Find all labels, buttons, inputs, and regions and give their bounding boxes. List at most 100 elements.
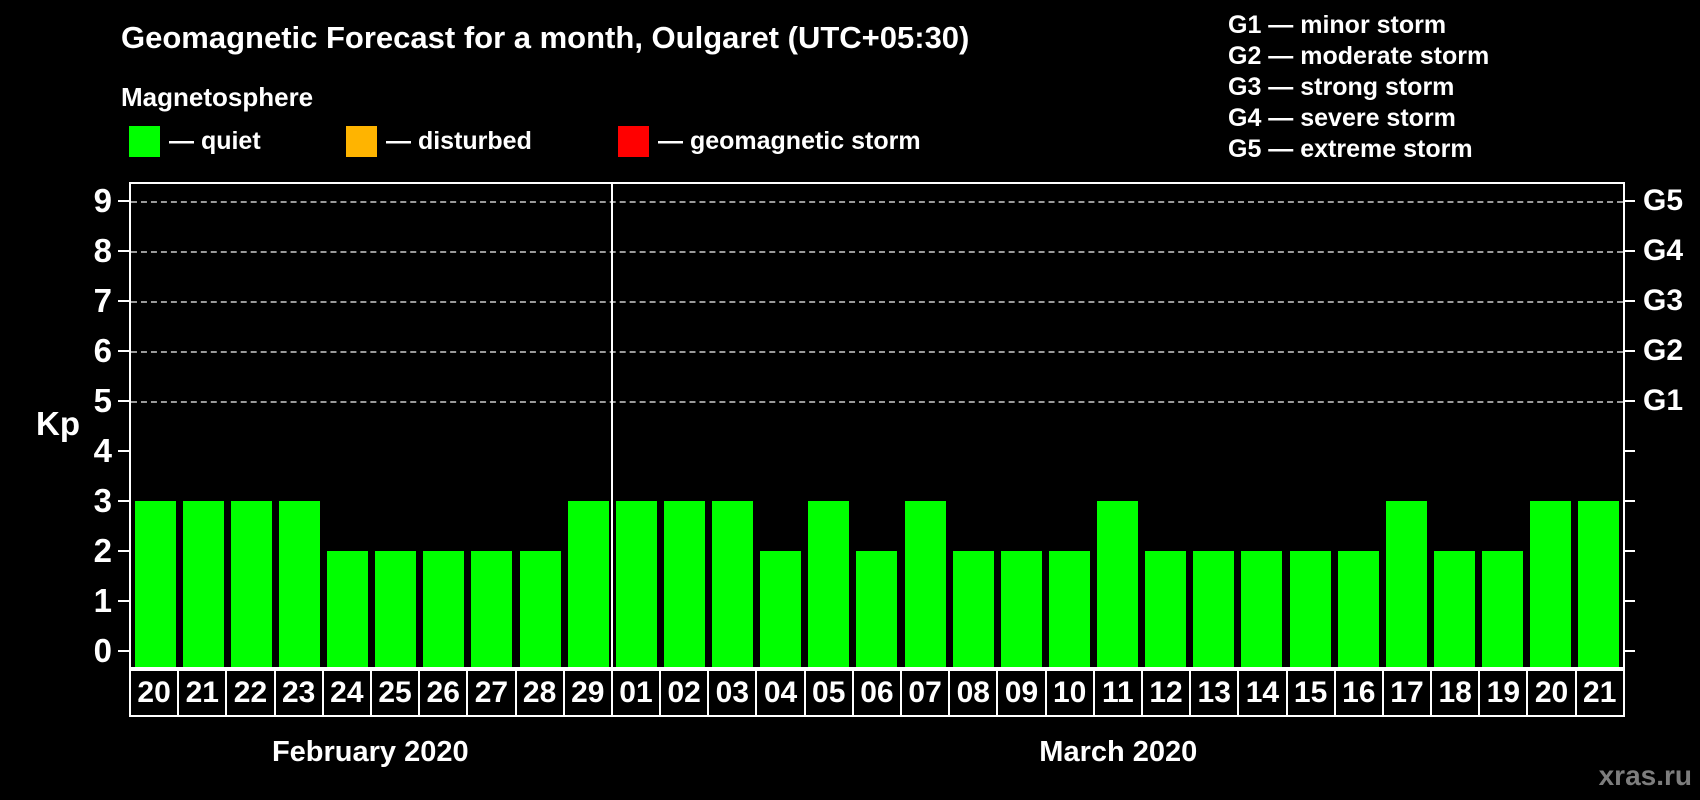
watermark: xras.ru bbox=[1598, 760, 1692, 791]
left-tick bbox=[118, 200, 129, 202]
right-axis-label-g4: G4 bbox=[1643, 234, 1684, 267]
bar-slot bbox=[1190, 184, 1238, 667]
bar-slot bbox=[853, 184, 901, 667]
bar-slot bbox=[227, 184, 275, 667]
right-tick bbox=[1624, 650, 1635, 652]
right-axis-label-g5: G5 bbox=[1643, 184, 1684, 217]
left-tick bbox=[118, 650, 129, 652]
day-cell: 22 bbox=[225, 669, 276, 717]
legend-item-quiet: — quiet bbox=[129, 124, 261, 158]
y-tick-label: 4 bbox=[93, 432, 112, 469]
left-tick bbox=[118, 350, 129, 352]
bar-slot bbox=[1045, 184, 1093, 667]
day-cell: 21 bbox=[177, 669, 228, 717]
bar-slot bbox=[516, 184, 564, 667]
kp-bar-march-11 bbox=[1097, 501, 1139, 667]
right-tick bbox=[1624, 600, 1635, 602]
left-tick bbox=[118, 250, 129, 252]
day-cell: 06 bbox=[851, 669, 902, 717]
y-tick-label: 7 bbox=[93, 282, 112, 319]
right-tick bbox=[1624, 350, 1635, 352]
kp-bar-february-28 bbox=[519, 551, 561, 667]
bar-slot bbox=[1334, 184, 1382, 667]
kp-bar-march-01 bbox=[615, 501, 657, 667]
bar-slot bbox=[372, 184, 420, 667]
bar-slot bbox=[757, 184, 805, 667]
right-axis-label-g3: G3 bbox=[1643, 284, 1684, 317]
day-cell: 01 bbox=[610, 669, 662, 717]
left-tick bbox=[118, 450, 129, 452]
geomagnetic-storm-swatch-icon bbox=[618, 125, 649, 157]
month-label: February 2020 bbox=[271, 736, 469, 768]
bar-slot bbox=[805, 184, 853, 667]
right-tick bbox=[1624, 250, 1635, 252]
bar-slot bbox=[901, 184, 949, 667]
kp-bar-february-21 bbox=[182, 501, 224, 667]
bar-slot bbox=[131, 184, 179, 667]
legend-item-label: — disturbed bbox=[386, 126, 532, 155]
kp-bar-march-20 bbox=[1530, 501, 1572, 667]
legend-item-label: — quiet bbox=[169, 126, 261, 155]
day-cell: 11 bbox=[1092, 669, 1143, 717]
kp-bar-march-04 bbox=[760, 551, 802, 667]
storm-scale-line: G3 — strong storm bbox=[1228, 73, 1455, 101]
y-tick-label: 2 bbox=[93, 532, 112, 569]
storm-scale-line: G1 — minor storm bbox=[1228, 11, 1447, 39]
left-tick bbox=[118, 550, 129, 552]
bar-slot bbox=[564, 184, 612, 667]
kp-bar-february-23 bbox=[278, 501, 320, 667]
bar-slot bbox=[1479, 184, 1527, 667]
bar-slot bbox=[1430, 184, 1478, 667]
day-cell: 08 bbox=[948, 669, 999, 717]
right-axis-label-g2: G2 bbox=[1643, 334, 1684, 367]
right-axis-label-g1: G1 bbox=[1643, 384, 1684, 417]
chart-title: Geomagnetic Forecast for a month, Oulgar… bbox=[121, 20, 970, 55]
kp-bar-march-06 bbox=[856, 551, 898, 667]
kp-bar-march-08 bbox=[952, 551, 994, 667]
legend-item-label: — geomagnetic storm bbox=[658, 126, 921, 155]
kp-bar-march-09 bbox=[1000, 551, 1042, 667]
legend-item-geomagnetic-storm: — geomagnetic storm bbox=[618, 124, 921, 158]
bar-slot bbox=[1238, 184, 1286, 667]
kp-bar-march-18 bbox=[1433, 551, 1475, 667]
day-cell: 20 bbox=[129, 669, 180, 717]
day-cell: 17 bbox=[1381, 669, 1433, 717]
kp-bar-march-14 bbox=[1241, 551, 1283, 667]
day-cell: 12 bbox=[1140, 669, 1192, 717]
left-tick bbox=[118, 600, 129, 602]
bar-slot bbox=[468, 184, 516, 667]
kp-bar-march-17 bbox=[1385, 501, 1427, 667]
kp-bar-march-07 bbox=[904, 501, 946, 667]
kp-bar-march-21 bbox=[1578, 501, 1620, 667]
kp-bar-march-10 bbox=[1048, 551, 1090, 667]
right-tick bbox=[1624, 500, 1635, 502]
bar-slot bbox=[949, 184, 997, 667]
day-cell: 24 bbox=[321, 669, 372, 717]
storm-scale-line: G5 — extreme storm bbox=[1228, 135, 1473, 163]
day-cell: 18 bbox=[1430, 669, 1481, 717]
kp-bar-march-19 bbox=[1482, 551, 1524, 667]
bar-slot bbox=[660, 184, 708, 667]
day-cell: 13 bbox=[1189, 669, 1240, 717]
day-cell: 29 bbox=[562, 669, 613, 717]
storm-scale-line: G4 — severe storm bbox=[1228, 104, 1456, 132]
bar-slot bbox=[1286, 184, 1334, 667]
bar-slot bbox=[179, 184, 227, 667]
bar-slot bbox=[324, 184, 372, 667]
left-tick bbox=[118, 500, 129, 502]
bars-container bbox=[131, 184, 1623, 667]
day-cell: 16 bbox=[1333, 669, 1384, 717]
day-cell: 27 bbox=[466, 669, 517, 717]
y-tick-label: 1 bbox=[93, 582, 112, 619]
bar-slot bbox=[1382, 184, 1430, 667]
bar-slot bbox=[420, 184, 468, 667]
storm-scale-line: G2 — moderate storm bbox=[1228, 42, 1490, 70]
bar-slot bbox=[1575, 184, 1623, 667]
right-tick bbox=[1624, 300, 1635, 302]
y-tick-label: 0 bbox=[93, 632, 112, 669]
kp-bar-march-16 bbox=[1337, 551, 1379, 667]
bar-slot bbox=[1527, 184, 1575, 667]
bar-slot bbox=[709, 184, 757, 667]
month-label: March 2020 bbox=[1039, 736, 1198, 768]
day-cell: 26 bbox=[418, 669, 469, 717]
